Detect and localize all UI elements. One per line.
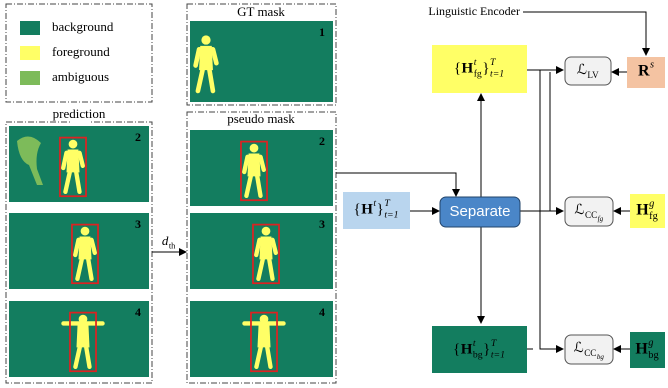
legend-swatch: [20, 46, 40, 60]
math-token: fg: [474, 68, 482, 79]
math-token: g: [649, 199, 654, 210]
panel-number: 2: [135, 130, 141, 144]
gt-title: GT mask: [237, 4, 285, 19]
legend-swatch: [20, 71, 40, 85]
math-token: ℒ: [577, 63, 587, 78]
math-token: R: [638, 63, 650, 80]
head: [69, 140, 78, 149]
math-token: }: [377, 201, 384, 217]
math-token: {: [354, 201, 361, 217]
math-token: g: [648, 338, 653, 349]
body: [76, 325, 89, 348]
diagram: prediction GT mask pseudo mask Linguisti…: [0, 0, 668, 388]
math-token: s: [650, 60, 654, 71]
math-token: T: [490, 57, 496, 68]
math-separate: Separate: [450, 203, 511, 220]
math-token: fg: [598, 215, 604, 223]
head: [201, 35, 210, 44]
math-token: fg: [649, 211, 658, 222]
math-token: {: [453, 341, 460, 357]
math-token: t=1: [491, 349, 505, 360]
head: [250, 144, 259, 153]
math-token: {: [454, 60, 461, 76]
math-token: th: [169, 240, 176, 250]
legend-swatch: [20, 21, 40, 35]
math-token: H: [461, 341, 473, 357]
panel-number: 3: [319, 217, 325, 231]
math-token: T: [491, 338, 497, 349]
pseudo-title: pseudo mask: [227, 111, 295, 126]
math-token: CC: [584, 348, 596, 358]
math-token: Separate: [450, 203, 511, 220]
head: [81, 227, 90, 236]
math-token: H: [635, 341, 648, 358]
math-token: bg: [648, 350, 658, 361]
legend-label: foreground: [52, 44, 110, 59]
math-token: bg: [473, 349, 483, 360]
panel-number: 1: [319, 25, 325, 39]
panel-number: 4: [319, 305, 325, 319]
panel-number: 3: [135, 217, 141, 231]
encoder-label: Linguistic Encoder: [428, 4, 520, 18]
math-token: t=1: [384, 209, 398, 220]
math-token: bg: [597, 353, 605, 361]
prediction-title: prediction: [53, 106, 106, 121]
legend-label: ambiguous: [52, 69, 109, 84]
math-token: T: [384, 198, 390, 209]
math-token: t=1: [490, 68, 504, 79]
math-token: CC: [585, 210, 597, 220]
body: [257, 325, 270, 348]
math-token: H: [361, 201, 373, 217]
head: [262, 227, 271, 236]
panel-number: 2: [319, 134, 325, 148]
math-token: }: [483, 341, 490, 357]
math-token: }: [482, 60, 489, 76]
legend-label: background: [52, 19, 114, 34]
panel-number: 4: [135, 305, 141, 319]
math-token: LV: [587, 70, 599, 80]
math-token: H: [636, 202, 649, 219]
math-token: H: [462, 60, 474, 76]
math-token: t: [474, 57, 477, 68]
math-token: ℒ: [574, 341, 584, 356]
math-token: d: [162, 233, 169, 248]
math-token: t: [473, 338, 476, 349]
math-token: ℒ: [574, 203, 584, 218]
